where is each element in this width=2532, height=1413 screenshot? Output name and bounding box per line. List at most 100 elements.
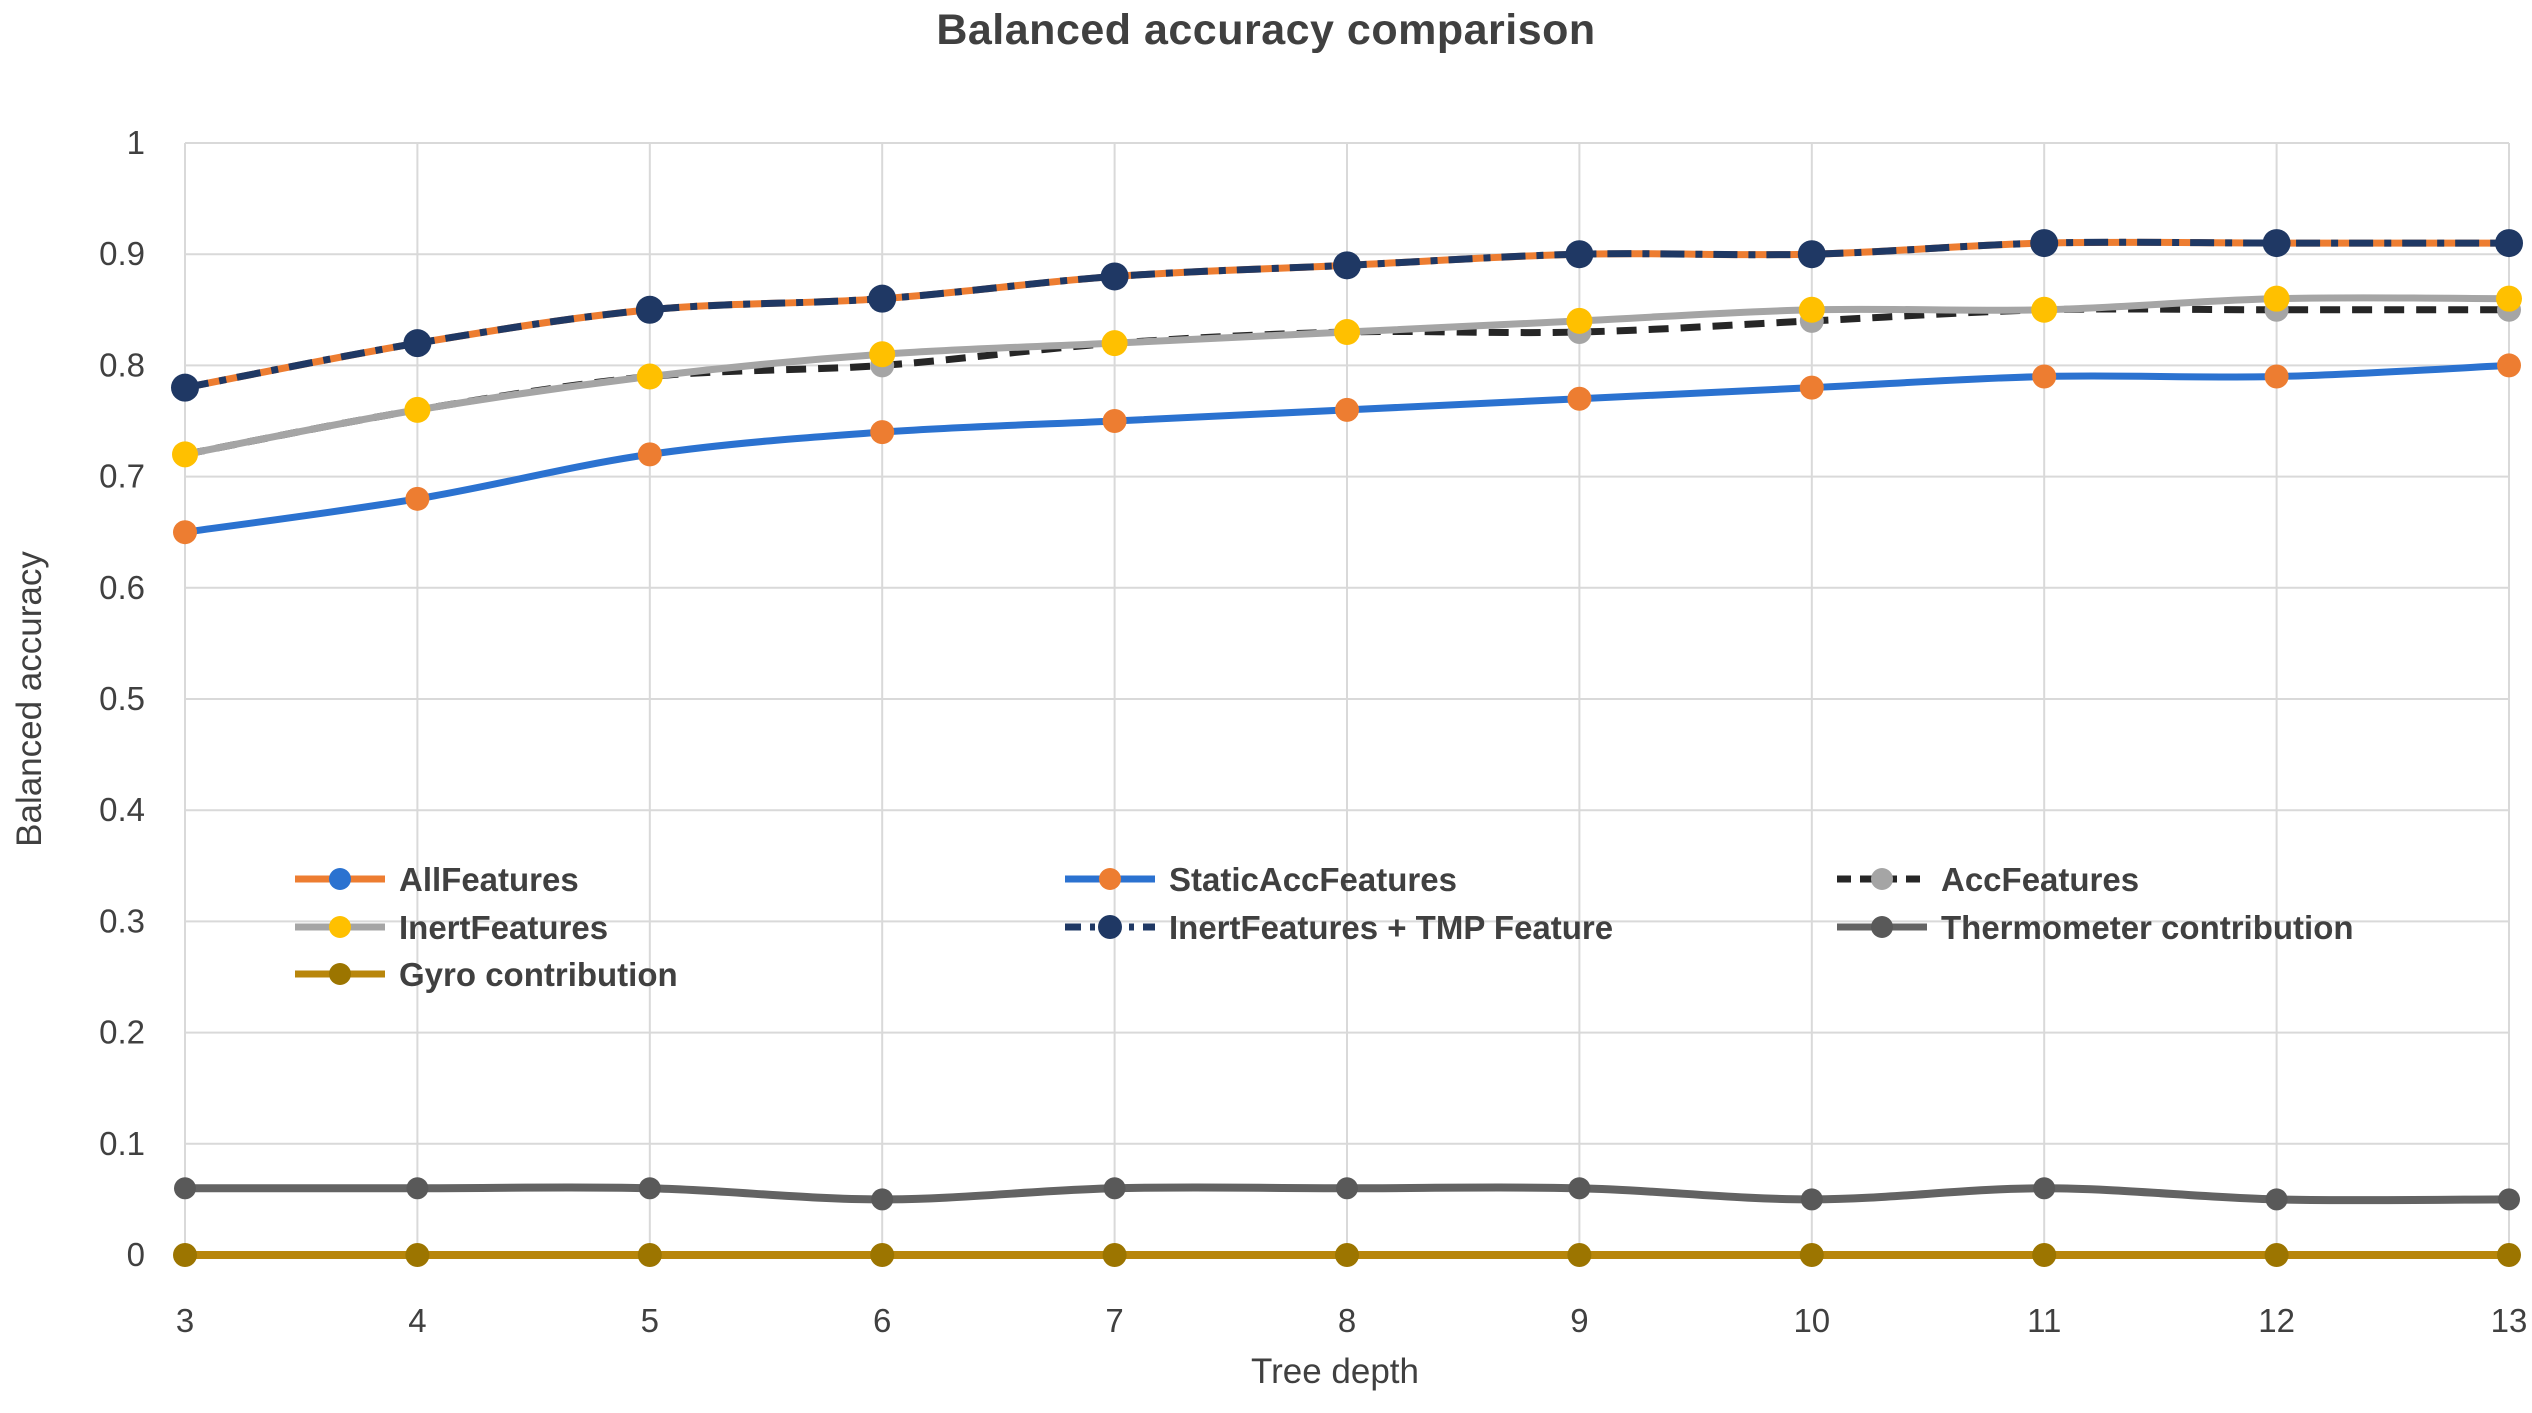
x-axis-tick-label: 9: [1570, 1302, 1588, 1339]
data-point-marker: [1336, 1177, 1358, 1200]
legend-swatch-marker: [329, 868, 351, 890]
series-thermometer-contribution: [174, 1177, 2520, 1211]
gridlines: [184, 142, 2510, 1256]
data-point-marker: [1103, 1177, 1126, 1200]
data-point-marker: [869, 341, 896, 368]
legend-label: AllFeatures: [399, 861, 579, 898]
data-point-marker: [1100, 262, 1129, 291]
y-axis-tick-label: 0.6: [99, 569, 145, 606]
legend-item-thermometer-contribution: Thermometer contribution: [1837, 909, 2354, 946]
legend-label: Gyro contribution: [399, 956, 678, 993]
x-axis-tick-label: 13: [2491, 1302, 2528, 1339]
data-point-marker: [2033, 1177, 2056, 1200]
y-axis-tick-label: 0.2: [99, 1014, 145, 1051]
chart-title: Balanced accuracy comparison: [936, 6, 1596, 54]
data-point-marker: [172, 441, 198, 468]
data-point-marker: [2497, 353, 2521, 378]
data-point-marker: [171, 373, 199, 402]
data-point-marker: [2264, 364, 2289, 389]
x-axis-tick-label: 10: [1793, 1302, 1830, 1339]
legend-label: InertFeatures: [399, 909, 608, 946]
data-point-marker: [1567, 386, 1592, 411]
data-point-marker: [637, 1243, 662, 1267]
legend-label: InertFeatures + TMP Feature: [1169, 909, 1613, 946]
data-point-marker: [2264, 1243, 2289, 1267]
y-axis-tick-label: 0.7: [99, 458, 145, 495]
y-axis-tick-label: 0: [127, 1236, 145, 1273]
y-axis-tick-label: 0.5: [99, 680, 145, 717]
legend-item-inertfeatures: InertFeatures: [295, 909, 608, 946]
y-axis-tick-label: 1: [127, 124, 145, 161]
data-point-marker: [870, 420, 895, 445]
series-inertfeatures: [172, 285, 2522, 468]
data-point-marker: [173, 1243, 197, 1267]
legend: AllFeatures StaticAccFeatures AccFeatures I…: [295, 861, 2354, 993]
data-point-marker: [173, 520, 197, 545]
x-axis-tick-label: 6: [873, 1302, 891, 1339]
legend-label: StaticAccFeatures: [1169, 861, 1457, 898]
data-point-marker: [1565, 240, 1594, 269]
x-axis-tick-label: 7: [1105, 1302, 1123, 1339]
data-point-marker: [405, 486, 430, 511]
x-axis-tick-label: 8: [1338, 1302, 1356, 1339]
data-point-marker: [2496, 285, 2522, 312]
series-staticaccfeatures: [173, 353, 2521, 545]
x-axis-tick-label: 11: [2027, 1302, 2061, 1339]
data-point-marker: [2032, 1243, 2057, 1267]
data-point-marker: [404, 396, 431, 423]
y-axis-title: Balanced accuracy: [10, 551, 49, 847]
legend-swatch-marker: [1099, 868, 1121, 890]
legend-label: AccFeatures: [1941, 861, 2139, 898]
y-axis-tick-label: 0.1: [99, 1125, 145, 1162]
legend-item-allfeatures: AllFeatures: [295, 861, 579, 898]
data-point-marker: [1800, 1188, 1823, 1211]
legend-item-accfeatures: AccFeatures: [1837, 861, 2139, 898]
data-point-marker: [635, 295, 664, 324]
data-point-marker: [870, 1243, 895, 1267]
data-point-marker: [1334, 319, 1360, 346]
legend-swatch-marker: [1871, 916, 1893, 938]
data-point-marker: [637, 442, 662, 467]
legend-item-gyro-contribution: Gyro contribution: [295, 956, 678, 993]
data-point-marker: [2497, 1243, 2521, 1267]
data-point-marker: [1567, 1243, 1592, 1267]
data-point-marker: [1798, 296, 1825, 323]
data-point-marker: [174, 1177, 196, 1200]
legend-swatch-marker: [329, 916, 351, 938]
data-point-marker: [2031, 296, 2058, 323]
y-axis-tick-label: 0.4: [99, 791, 145, 828]
data-point-marker: [868, 284, 897, 313]
data-point-marker: [2265, 1188, 2288, 1211]
series-gyro-contribution: [173, 1243, 2521, 1267]
data-point-marker: [636, 363, 663, 390]
data-point-marker: [2032, 364, 2057, 389]
y-axis-tick-label: 0.8: [99, 346, 145, 383]
data-point-marker: [1799, 375, 1824, 400]
axis-tick-labels: 00.10.20.30.40.50.60.70.80.913 4 5 6 7 8 9 10 11…: [99, 124, 2527, 1339]
legend-swatch-marker: [1871, 868, 1893, 890]
data-point-marker: [1568, 1177, 1591, 1200]
data-point-marker: [871, 1188, 894, 1211]
data-point-marker: [2263, 285, 2290, 312]
data-point-marker: [1335, 1243, 1359, 1267]
data-point-marker: [2262, 229, 2291, 258]
data-point-marker: [1335, 397, 1359, 422]
legend-label: Thermometer contribution: [1941, 909, 2354, 946]
data-point-marker: [1101, 330, 1128, 357]
data-point-marker: [1333, 251, 1361, 280]
data-point-marker: [405, 1243, 430, 1267]
data-point-marker: [1102, 1243, 1127, 1267]
data-point-marker: [2495, 229, 2523, 258]
series-inertfeatures-tmp-feature: [171, 229, 2523, 402]
x-axis-tick-label: 5: [641, 1302, 659, 1339]
data-point-marker: [2498, 1188, 2520, 1211]
data-point-marker: [1799, 1243, 1824, 1267]
x-axis-tick-label: 12: [2258, 1302, 2295, 1339]
y-axis-tick-label: 0.3: [99, 902, 145, 939]
legend-item-staticaccfeatures: StaticAccFeatures: [1065, 861, 1457, 898]
legend-swatch-marker: [329, 963, 351, 985]
data-point-marker: [638, 1177, 661, 1200]
y-axis-tick-label: 0.9: [99, 235, 145, 272]
